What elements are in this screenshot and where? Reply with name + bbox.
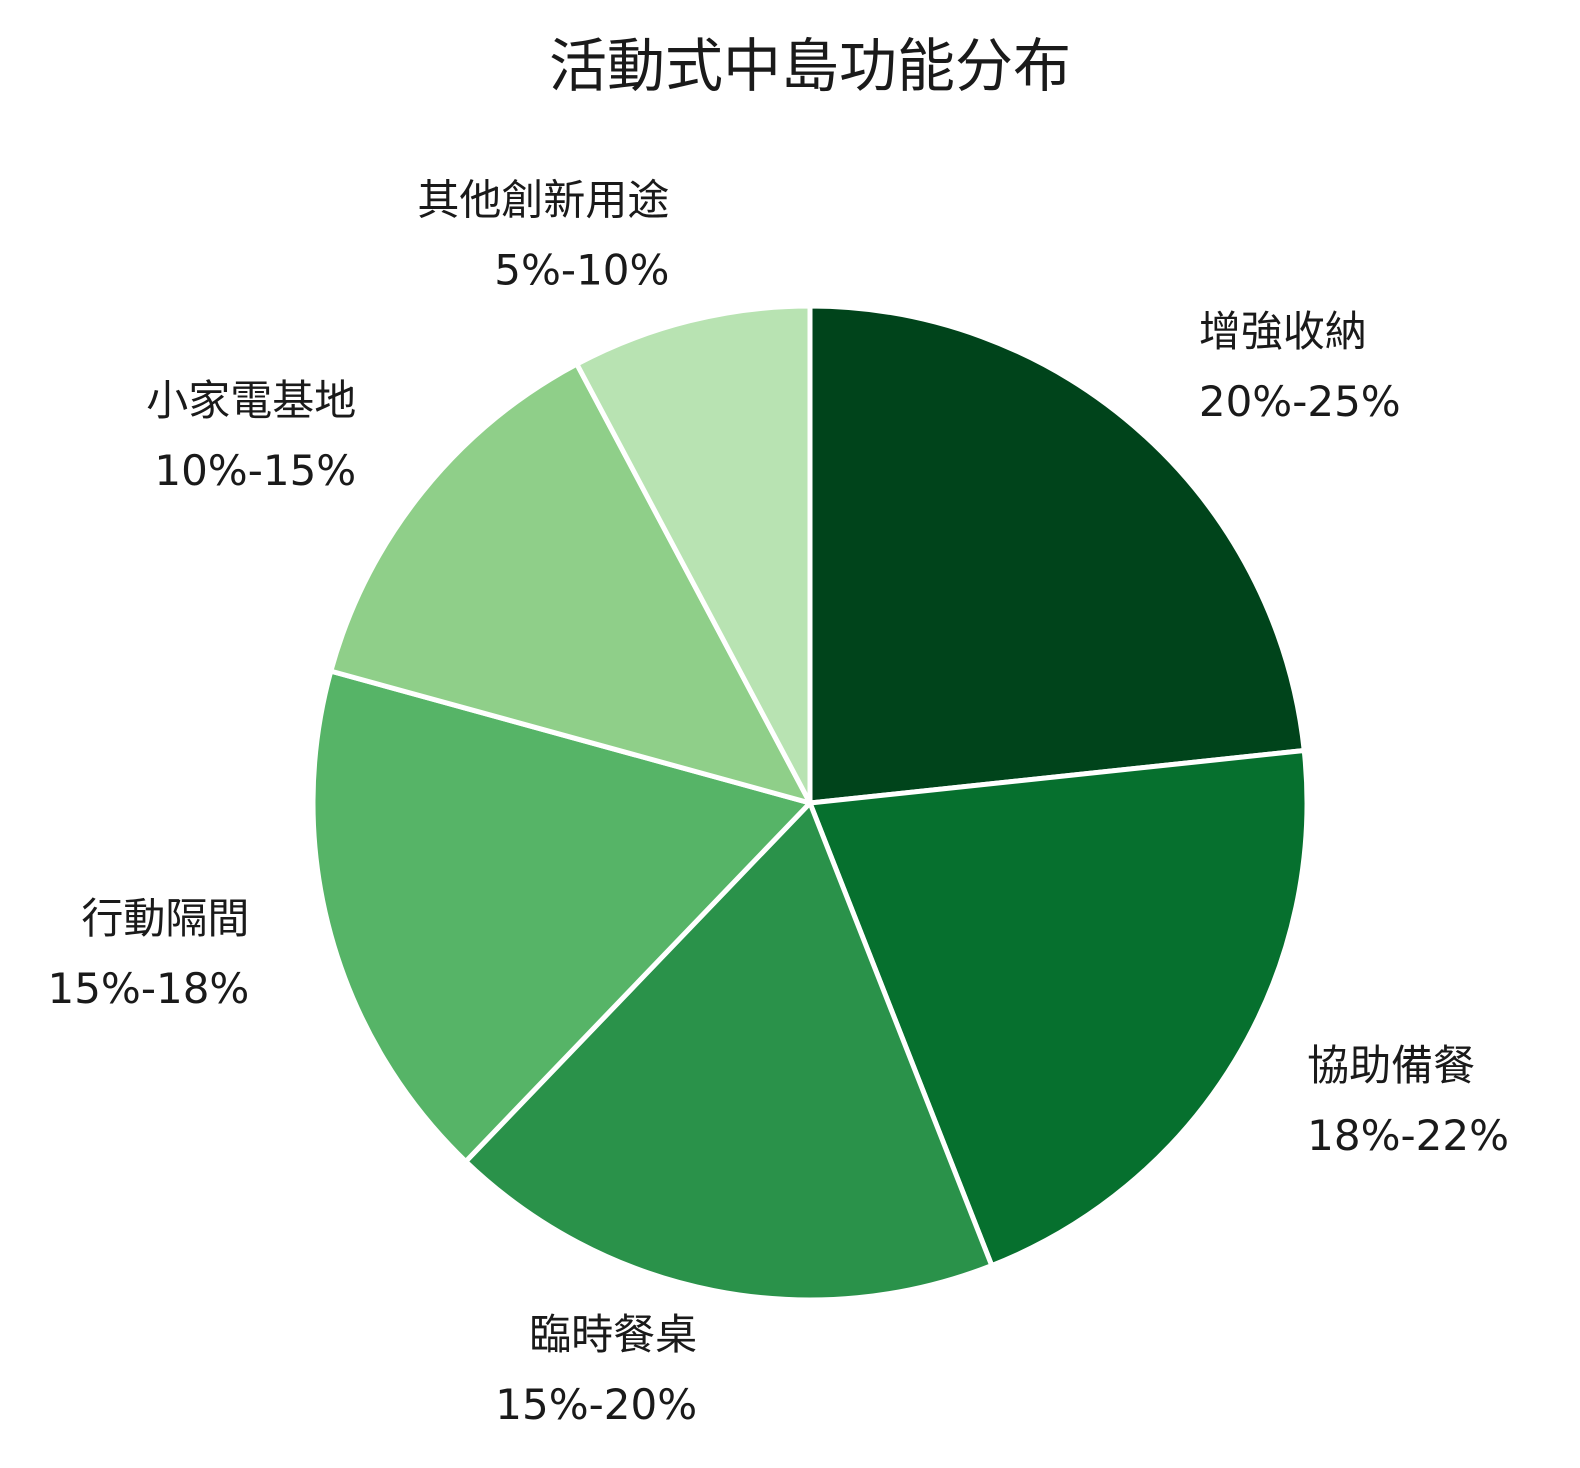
slice-value-label: 18%-22% [1307,1111,1509,1160]
slice-value-label: 15%-20% [495,1380,697,1429]
chart-title: 活動式中島功能分布 [549,32,1071,100]
slice-value-label: 10%-15% [154,446,356,495]
slice-label: 其他創新用途 [417,175,669,224]
slice-value-label: 15%-18% [47,964,249,1013]
pie-slice [807,303,1307,806]
slice-label: 協助備餐 [1307,1041,1475,1090]
pie-slice [574,303,813,806]
slice-value-label: 5%-10% [494,245,669,294]
pie-slice [328,361,813,806]
pie-slice [310,668,813,1165]
pie-slice [807,748,1310,1269]
slice-label: 增強收納 [1199,307,1367,356]
slice-label: 行動隔間 [81,894,249,943]
slice-value-label: 20%-25% [1199,377,1401,426]
slice-label: 小家電基地 [146,376,356,425]
pie-slice [463,800,995,1303]
slice-label: 臨時餐桌 [529,1310,697,1359]
